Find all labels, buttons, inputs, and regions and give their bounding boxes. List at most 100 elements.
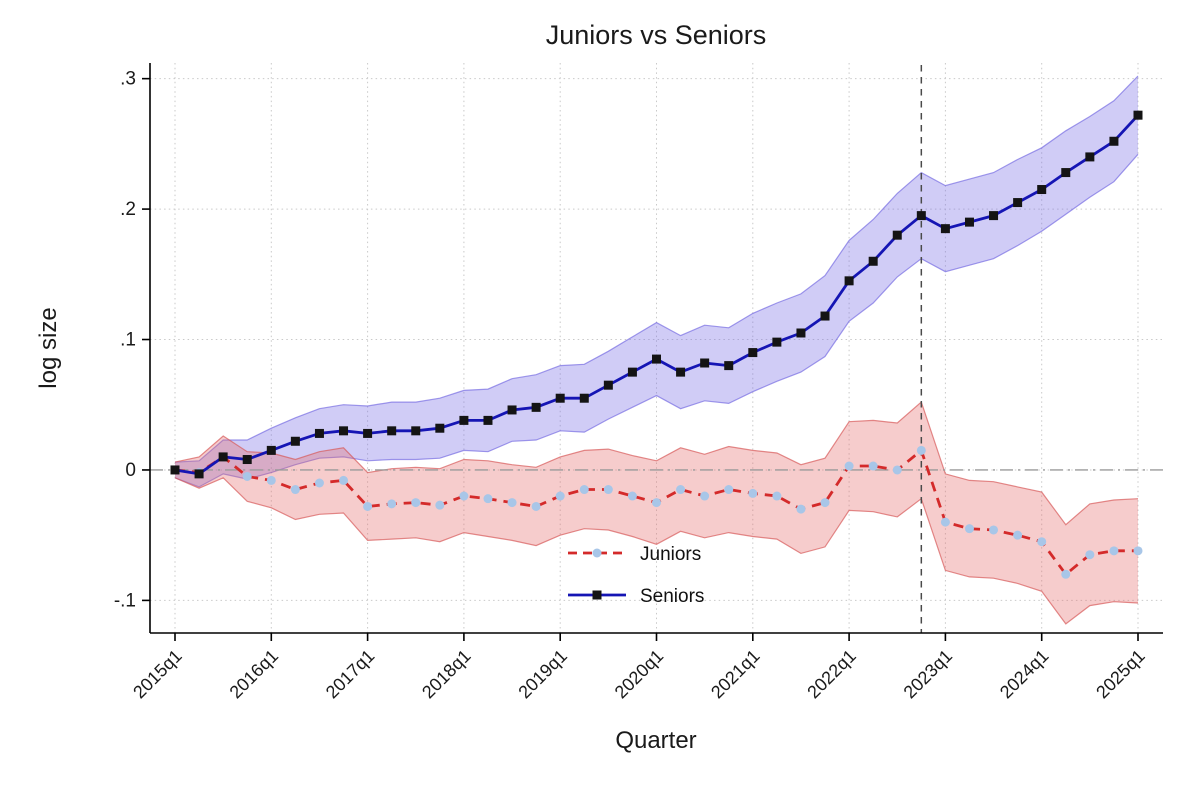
marker-juniors [844,461,854,471]
marker-juniors [724,485,734,495]
marker-seniors [748,348,758,358]
marker-juniors [459,491,469,501]
marker-juniors [1037,537,1047,547]
marker-juniors [940,517,950,527]
marker-seniors [266,445,276,455]
x-tick-label: 2019q1 [514,646,571,703]
marker-seniors [170,465,180,475]
marker-seniors [652,354,661,364]
x-tick-label: 2016q1 [226,646,283,703]
marker-juniors [916,445,926,455]
marker-juniors [964,524,974,534]
plot-area: .3 .2 .1 0 -.1 2015q1 2016q1 2017q1 2018q1 2019q1… [114,63,1163,702]
marker-seniors [989,211,999,221]
marker-juniors [483,494,493,504]
marker-seniors [1013,198,1023,208]
marker-juniors [796,504,806,514]
marker-seniors [314,428,324,438]
x-tick-label: 2020q1 [611,646,668,703]
marker-juniors [387,499,397,509]
marker-juniors [700,491,710,501]
legend-marker-juniors [592,548,602,558]
marker-seniors [435,423,445,433]
marker-seniors [916,211,926,221]
marker-juniors [579,485,589,495]
marker-juniors [603,485,613,495]
marker-seniors [339,426,349,436]
band-edge-upper-juniors [174,401,1139,526]
marker-seniors [1109,136,1119,146]
marker-juniors [242,471,252,481]
marker-seniors [387,426,397,436]
marker-seniors [844,276,854,286]
marker-seniors [531,402,541,412]
marker-juniors [363,501,373,511]
marker-juniors [266,475,276,485]
marker-juniors [290,485,300,495]
marker-seniors [700,358,710,368]
marker-juniors [555,491,565,501]
marker-juniors [820,498,830,508]
legend-label-juniors: Juniors [640,544,701,565]
x-axis-title: Quarter [615,727,696,754]
marker-seniors [459,415,469,425]
marker-juniors [868,461,878,471]
marker-juniors [1085,550,1095,560]
marker-juniors [314,478,324,488]
marker-seniors [627,367,637,377]
confidence-band-seniors [175,76,1138,487]
x-tick-label: 2015q1 [129,646,186,703]
marker-juniors [339,475,349,485]
marker-juniors [627,491,637,501]
marker-seniors [724,361,734,371]
marker-juniors [1109,546,1119,556]
marker-seniors [1037,185,1047,195]
x-tick-label: 2024q1 [996,646,1053,703]
y-tick-label: -.1 [114,590,136,611]
marker-seniors [1133,110,1143,120]
legend-marker-seniors [592,590,602,600]
marker-juniors [1133,546,1143,556]
marker-seniors [892,230,902,240]
marker-seniors [1061,168,1071,178]
x-tick-label: 2023q1 [900,646,957,703]
x-tick-label: 2017q1 [322,646,379,703]
x-tick-label: 2018q1 [418,646,475,703]
legend-swatches [568,548,626,600]
band-edge-upper-seniors [174,75,1139,463]
x-tick-label: 2022q1 [803,646,860,703]
legend-label-seniors: Seniors [640,586,704,607]
marker-seniors [868,256,878,266]
marker-seniors [603,380,613,390]
marker-juniors [531,501,541,511]
marker-seniors [194,469,204,479]
marker-juniors [652,498,661,508]
marker-juniors [772,491,782,501]
x-tick-label: 2021q1 [707,646,764,703]
confidence-band-juniors [175,402,1138,624]
marker-seniors [796,328,806,338]
marker-seniors [820,311,830,321]
marker-seniors [676,367,686,377]
y-tick-label: 0 [125,460,136,481]
marker-seniors [555,393,565,403]
marker-seniors [1085,152,1095,162]
marker-seniors [290,436,300,446]
marker-seniors [242,455,252,465]
y-tick-label: .3 [120,69,136,90]
marker-juniors [411,498,421,508]
x-tick-label: 2025q1 [1092,646,1149,703]
marker-juniors [507,498,517,508]
marker-seniors [411,426,421,436]
marker-juniors [1013,530,1023,540]
marker-juniors [1061,569,1071,579]
marker-juniors [892,465,902,475]
y-tick-label: .2 [120,199,136,220]
marker-seniors [940,224,950,234]
legend: Juniors Seniors [568,544,704,607]
marker-seniors [483,415,493,425]
marker-juniors [435,500,445,510]
y-axis-title: log size [35,307,62,388]
